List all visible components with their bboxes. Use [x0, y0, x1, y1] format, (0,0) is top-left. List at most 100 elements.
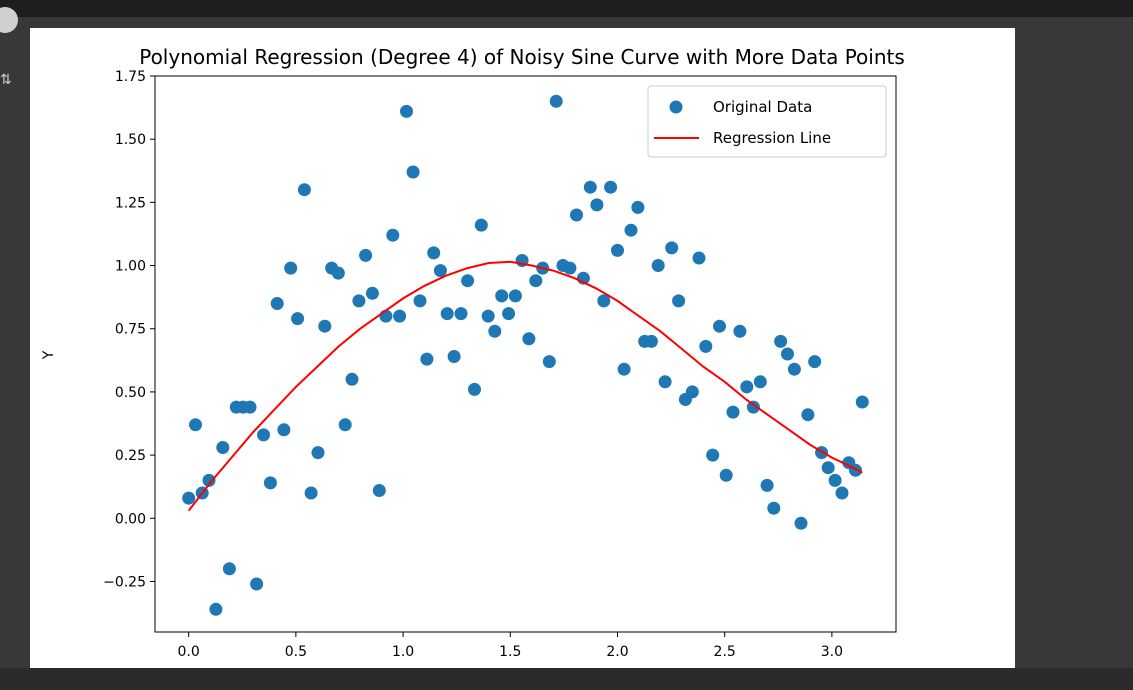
data-point: [774, 334, 788, 348]
data-point: [406, 165, 420, 179]
data-point: [808, 355, 822, 369]
data-point: [481, 309, 495, 323]
data-point: [542, 355, 556, 369]
data-point: [794, 516, 808, 530]
data-point: [420, 352, 434, 366]
data-point: [658, 375, 672, 389]
expand-output-icon[interactable]: ⇅: [0, 72, 12, 88]
data-point: [182, 491, 196, 505]
data-point: [440, 307, 454, 321]
data-point: [746, 400, 760, 414]
data-point: [508, 289, 522, 303]
data-point: [474, 218, 488, 232]
data-point: [461, 274, 475, 288]
data-point: [222, 562, 236, 576]
collapse-output-button[interactable]: [0, 7, 18, 33]
y-tick-label: 0.50: [115, 385, 146, 401]
data-point: [529, 274, 543, 288]
data-point: [372, 484, 386, 497]
regression-chart: Polynomial Regression (Degree 4) of Nois…: [41, 45, 905, 660]
data-point: [447, 350, 461, 363]
data-point: [787, 362, 801, 376]
data-point: [468, 382, 481, 396]
data-point: [250, 577, 264, 591]
y-tick-label: 0.25: [115, 448, 146, 464]
data-point: [713, 319, 726, 333]
data-point: [386, 228, 400, 242]
y-tick-label: 1.00: [115, 259, 146, 275]
data-point: [726, 405, 740, 419]
axes-frame: [154, 75, 897, 633]
data-point: [393, 309, 407, 323]
chart-legend: Original Data Regression Line: [647, 85, 887, 158]
data-point: [365, 286, 379, 300]
legend-label-regression-line: Regression Line: [713, 129, 831, 147]
data-point: [740, 380, 754, 394]
data-point: [522, 332, 536, 346]
x-tick-label: 3.0: [821, 644, 843, 660]
x-tick-label: 2.5: [714, 644, 736, 660]
x-tick-label: 1.5: [499, 644, 521, 660]
data-point: [801, 408, 815, 422]
cell-output-gutter: ⇅: [0, 7, 30, 668]
x-tick-label: 1.0: [392, 644, 414, 660]
data-point: [243, 400, 257, 414]
data-point: [352, 294, 366, 308]
output-background: [1015, 17, 1133, 668]
regression-line: [187, 260, 863, 512]
data-point: [413, 294, 427, 308]
data-point: [291, 312, 305, 326]
y-tick-label: 1.25: [115, 195, 146, 211]
x-tick-label: 2.0: [606, 644, 628, 660]
data-point: [719, 468, 733, 482]
data-point: [549, 94, 563, 108]
data-point: [209, 602, 223, 616]
data-point: [760, 478, 774, 492]
data-point: [202, 473, 216, 487]
data-point: [563, 261, 577, 275]
data-point: [502, 307, 516, 321]
data-point: [706, 448, 720, 462]
data-point: [304, 486, 318, 500]
notebook-bottom-bar: [0, 668, 1133, 690]
data-point: [597, 294, 611, 308]
data-point: [270, 297, 284, 310]
data-point: [665, 241, 679, 255]
data-point: [624, 223, 638, 237]
data-point: [611, 243, 624, 257]
data-point: [454, 307, 468, 321]
y-tick-label: 0.00: [115, 511, 146, 527]
data-point: [345, 372, 359, 386]
data-point: [699, 339, 713, 353]
data-point: [318, 319, 332, 333]
data-point: [189, 418, 202, 432]
data-point: [297, 183, 311, 197]
data-point: [692, 251, 706, 265]
data-point: [767, 501, 781, 515]
data-point: [277, 423, 291, 437]
data-point: [331, 266, 345, 280]
x-tick-label: 0.0: [178, 644, 200, 660]
data-point: [284, 261, 298, 275]
data-point: [828, 473, 842, 487]
data-point: [651, 259, 665, 272]
data-point: [672, 294, 686, 308]
legend-label-original-data: Original Data: [713, 98, 812, 116]
legend-marker-original-data: [669, 100, 683, 114]
data-point: [488, 324, 502, 338]
data-point: [495, 289, 509, 303]
data-point: [631, 200, 645, 214]
data-point: [257, 428, 270, 442]
plot-area: 0.0 0.5 1.0 1.5 2.0 2.5 3.0 −0.25 0.00 0.25 0.50 0.…: [103, 69, 897, 660]
data-point: [400, 104, 413, 118]
data-point: [733, 324, 747, 338]
data-point: [617, 362, 631, 376]
data-point: [433, 264, 447, 278]
data-point: [583, 180, 597, 194]
data-point: [216, 441, 230, 454]
chart-figure: Polynomial Regression (Degree 4) of Nois…: [30, 28, 1015, 668]
y-tick-label: 1.75: [115, 69, 146, 85]
x-tick-label: 0.5: [285, 644, 307, 660]
data-point: [685, 385, 699, 399]
data-point: [753, 375, 767, 389]
